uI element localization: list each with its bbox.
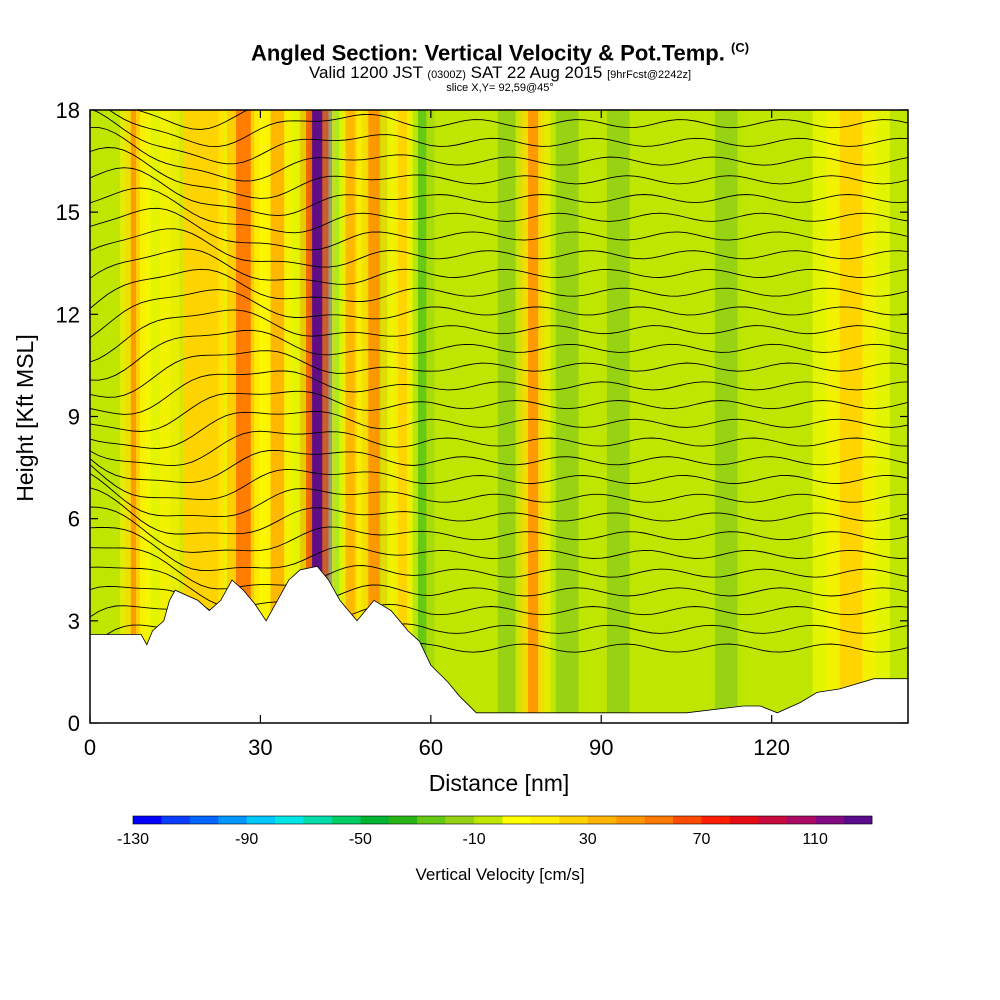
colorbar-swatch bbox=[360, 816, 390, 824]
isentrope-line bbox=[90, 506, 908, 553]
colorbar-tick-label: 110 bbox=[802, 831, 828, 848]
chart-title: Angled Section: Vertical Velocity & Pot.… bbox=[250, 40, 750, 66]
isentrope-line bbox=[90, 350, 908, 398]
chart-subtitle: Valid 1200 JST (0300Z) SAT 22 Aug 2015 [… bbox=[308, 63, 692, 83]
colorbar-swatch bbox=[616, 816, 645, 824]
colorbar-tick-label: -50 bbox=[349, 831, 372, 848]
colorbar-swatch bbox=[815, 816, 844, 824]
y-tick-label: 15 bbox=[56, 200, 80, 225]
colorbar-tick-label: 30 bbox=[579, 831, 597, 848]
terrain-mask bbox=[90, 565, 908, 723]
colorbar-swatch bbox=[530, 816, 560, 824]
colorbar-tick-label: 70 bbox=[693, 831, 711, 848]
colorbar-swatch bbox=[701, 816, 731, 824]
subtitle-fcst: [9hrFcst@2242z] bbox=[607, 69, 692, 82]
x-axis-label: Distance [nm] bbox=[429, 770, 570, 796]
isentrope-line bbox=[90, 473, 908, 518]
colorbar-tick-label: -10 bbox=[463, 831, 486, 848]
isentrope-line bbox=[90, 167, 908, 217]
subtitle-utc: (0300Z) bbox=[427, 69, 466, 82]
colorbar-swatch bbox=[559, 816, 588, 824]
y-tick-label: 3 bbox=[68, 609, 80, 634]
downdraft-band bbox=[687, 110, 765, 723]
colorbar-swatch bbox=[133, 816, 162, 824]
colorbar-swatch bbox=[843, 816, 873, 824]
colorbar-tick-label: -130 bbox=[117, 831, 149, 848]
colorbar-swatch bbox=[474, 816, 503, 824]
isentrope-line bbox=[108, 110, 908, 148]
colorbar-swatch bbox=[445, 816, 475, 824]
colorbar-swatch bbox=[644, 816, 674, 824]
y-tick-label: 18 bbox=[56, 98, 80, 123]
colorbar-swatch bbox=[161, 816, 191, 824]
isentrope-line bbox=[90, 390, 908, 432]
colorbar-label: Vertical Velocity [cm/s] bbox=[415, 865, 584, 884]
y-tick-label: 12 bbox=[56, 302, 80, 327]
colorbar-swatch bbox=[189, 816, 219, 824]
isentrope-line bbox=[90, 329, 908, 381]
isentrope-line bbox=[90, 309, 908, 363]
colorbar-swatch bbox=[729, 816, 759, 824]
x-tick-label: 30 bbox=[248, 735, 272, 760]
isentrope-line bbox=[90, 464, 908, 501]
colorbar-swatch bbox=[786, 816, 816, 824]
isentrope-line bbox=[90, 147, 908, 199]
y-tick-label: 6 bbox=[68, 507, 80, 532]
colorbar-swatch bbox=[332, 816, 361, 824]
isentrope-line bbox=[90, 370, 908, 415]
colorbar-swatch bbox=[303, 816, 333, 824]
isentrope-line bbox=[90, 527, 908, 572]
chart-title-block: Angled Section: Vertical Velocity & Pot.… bbox=[0, 36, 1000, 94]
slice-text: slice X,Y= 92,59@45° bbox=[446, 82, 554, 95]
colorbar-swatch bbox=[502, 816, 532, 824]
updraft-band bbox=[812, 110, 890, 723]
y-axis-label: Height [Kft MSL] bbox=[12, 334, 38, 501]
x-tick-label: 90 bbox=[589, 735, 613, 760]
colorbar-swatch bbox=[275, 816, 304, 824]
x-tick-label: 60 bbox=[419, 735, 443, 760]
isentrope-line bbox=[135, 110, 249, 130]
isentrope-line bbox=[90, 268, 908, 309]
isentrope-line bbox=[90, 248, 908, 285]
isentrope-line bbox=[90, 547, 908, 590]
colorbar-tick-label: -90 bbox=[235, 831, 258, 848]
colorbar-frame bbox=[132, 815, 873, 825]
x-tick-label: 120 bbox=[753, 735, 790, 760]
downdraft-band bbox=[579, 110, 657, 723]
colorbar-swatch bbox=[388, 816, 418, 824]
isentrope-line bbox=[90, 430, 908, 466]
isentrope-line bbox=[90, 411, 908, 449]
isentrope-line bbox=[90, 207, 908, 251]
isentrope-line bbox=[90, 228, 908, 268]
x-tick-label: 0 bbox=[84, 735, 96, 760]
isentrope-line bbox=[91, 110, 908, 165]
isentrope-line bbox=[90, 487, 908, 535]
isentrope-line bbox=[90, 187, 908, 234]
colorbar-swatch bbox=[587, 816, 617, 824]
y-tick-label: 0 bbox=[68, 711, 80, 736]
colorbar-swatch bbox=[218, 816, 247, 824]
colorbar-swatch bbox=[758, 816, 787, 824]
title-units: (C) bbox=[731, 40, 750, 55]
y-tick-label: 9 bbox=[68, 405, 80, 430]
isentrope-line bbox=[90, 289, 908, 339]
isentrope-line bbox=[90, 126, 908, 182]
updraft-band bbox=[515, 110, 551, 723]
colorbar-swatch bbox=[246, 816, 276, 824]
isentrope-line bbox=[90, 449, 908, 483]
colorbar-swatch bbox=[673, 816, 702, 824]
colorbar-swatch bbox=[417, 816, 446, 824]
